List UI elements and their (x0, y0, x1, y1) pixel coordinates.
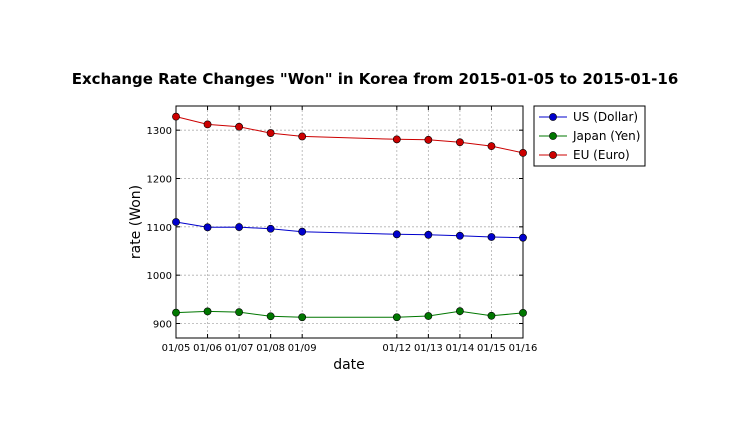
x-axis-label: date (333, 357, 365, 373)
x-tick-label: 01/14 (445, 343, 474, 354)
data-point (519, 233, 527, 242)
data-point (298, 313, 307, 322)
data-point (392, 230, 401, 239)
x-tick-label: 01/12 (382, 343, 411, 354)
legend-label: Japan (Yen) (572, 129, 640, 143)
legend-marker (549, 151, 557, 159)
data-point (172, 308, 180, 317)
legend-marker (549, 132, 557, 140)
data-point (456, 138, 464, 147)
data-point (298, 132, 307, 141)
series-2 (172, 112, 527, 157)
data-point (487, 311, 496, 320)
x-tick-label: 01/16 (509, 343, 538, 354)
series-line (175, 116, 524, 154)
grid-layer (175, 106, 524, 338)
x-tick-label: 01/07 (225, 343, 254, 354)
legend-label: EU (Euro) (573, 148, 630, 162)
series-0 (172, 218, 527, 242)
data-point (424, 135, 433, 144)
data-point (172, 112, 180, 121)
data-point (424, 230, 433, 239)
legend-label: US (Dollar) (573, 110, 638, 124)
data-point (487, 142, 496, 151)
y-tick-label: 1000 (147, 271, 172, 282)
data-point (266, 312, 275, 321)
data-point (235, 223, 243, 231)
data-point (519, 308, 527, 317)
chart-title: Exchange Rate Changes "Won" in Korea fro… (72, 70, 679, 88)
x-tick-label: 01/15 (477, 343, 506, 354)
legend: US (Dollar) Japan (Yen) EU (Euro) (533, 105, 646, 167)
series-line (175, 221, 524, 239)
legend-marker (549, 113, 557, 121)
data-point (266, 224, 275, 233)
data-point (203, 223, 212, 232)
y-axis-label: rate (Won) (128, 185, 144, 259)
data-point (235, 308, 243, 317)
data-point (298, 227, 307, 236)
x-tick-label: 01/08 (256, 343, 285, 354)
legend-entry: EU (Euro) (539, 148, 630, 162)
data-point (487, 233, 496, 241)
data-point (203, 120, 212, 129)
x-tick-label: 01/05 (162, 343, 191, 354)
data-point (392, 135, 401, 144)
legend-entry: Japan (Yen) (539, 129, 640, 143)
legend-entry: US (Dollar) (539, 110, 638, 124)
y-tick-label: 1100 (147, 223, 172, 234)
x-tick-label: 01/13 (414, 343, 443, 354)
series-line (175, 310, 524, 318)
data-point (456, 231, 464, 240)
x-tick-label: 01/06 (193, 343, 222, 354)
data-point (203, 307, 212, 316)
data-point (235, 122, 243, 131)
y-tick-label: 900 (153, 320, 172, 331)
data-point (456, 307, 464, 316)
tick-layer: 01/05 01/06 01/07 01/08 01/09 01/12 01/13 01/14… (147, 106, 538, 354)
y-tick-label: 1300 (147, 126, 172, 137)
y-tick-label: 1200 (147, 175, 172, 186)
data-point (266, 129, 275, 137)
plot-frame (175, 105, 524, 339)
series-1 (172, 307, 527, 322)
data-point (519, 148, 527, 157)
data-point (172, 218, 180, 226)
data-point (392, 313, 401, 322)
data-point (424, 312, 433, 320)
x-tick-label: 01/09 (288, 343, 317, 354)
series-layer (172, 112, 527, 322)
